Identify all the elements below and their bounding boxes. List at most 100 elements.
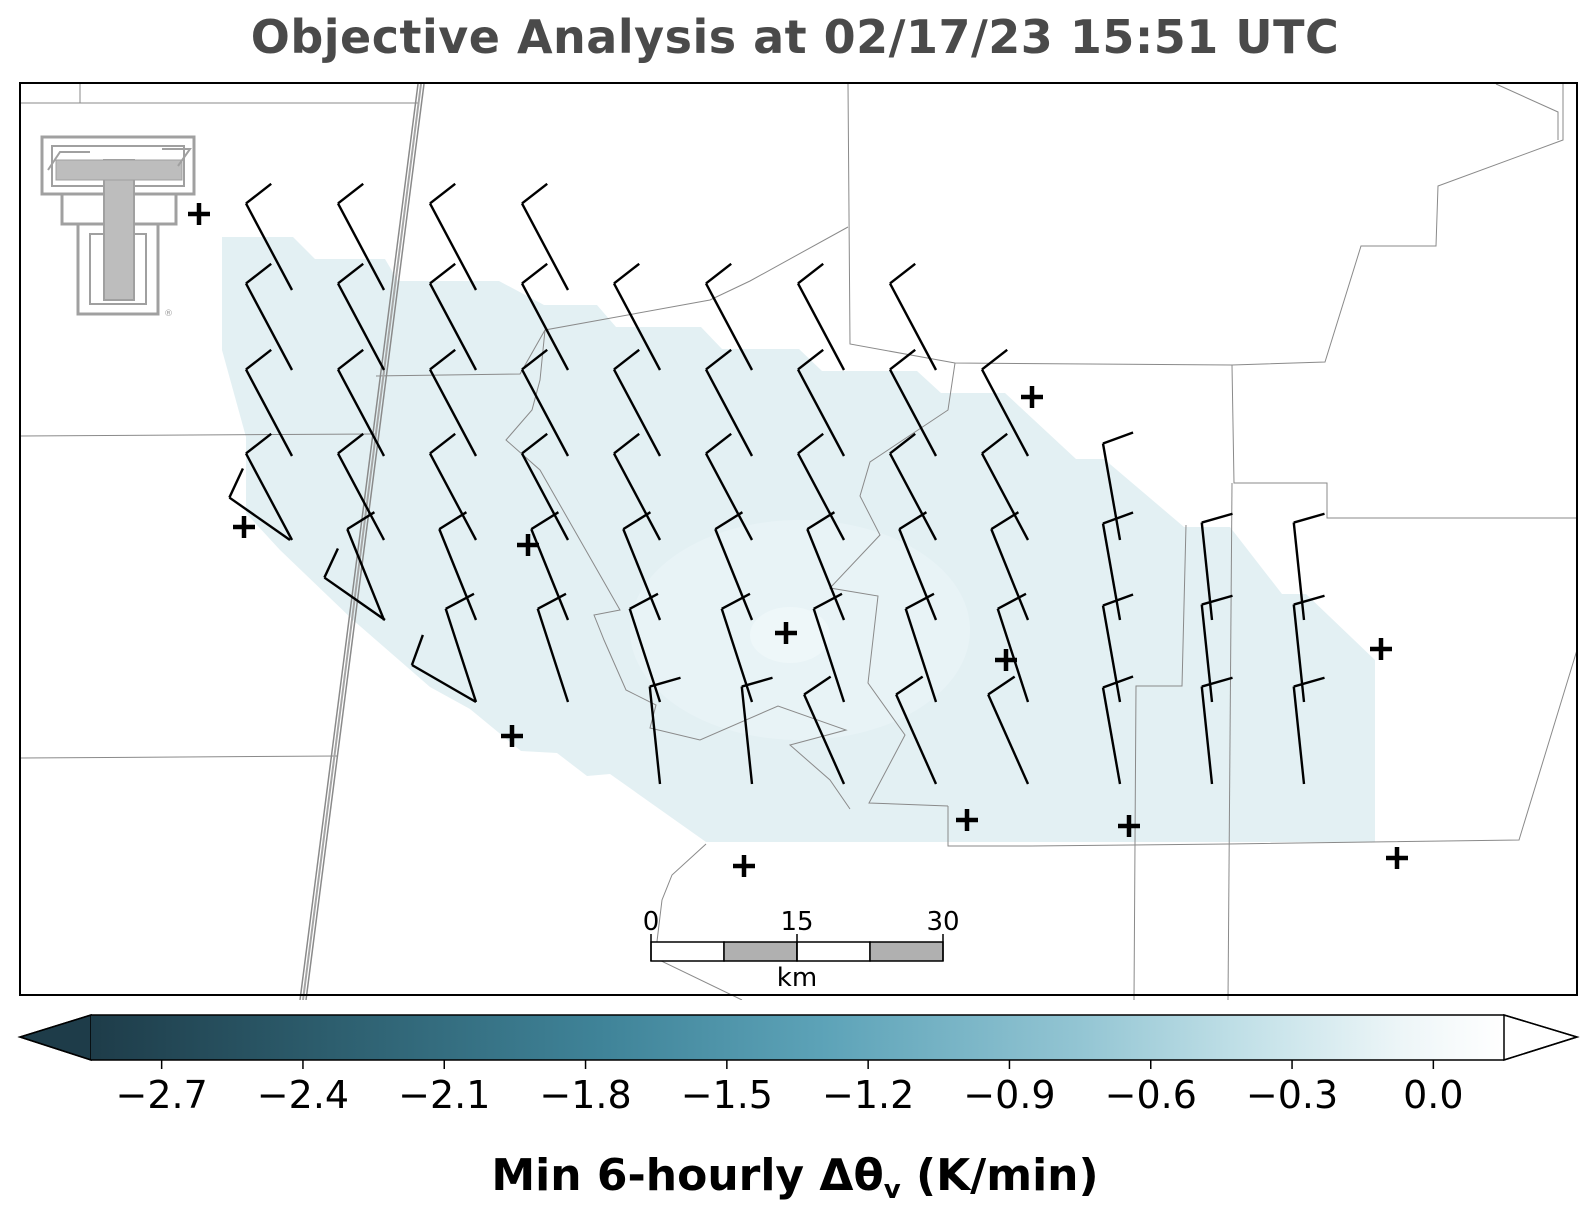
station-plus-marker: [1370, 638, 1392, 660]
wind-barb: [648, 676, 681, 785]
colorbar-tick-label: −2.4: [257, 1073, 349, 1117]
wind-barb: [1292, 676, 1325, 785]
county-line: [828, 362, 956, 807]
scale-unit: km: [777, 963, 817, 993]
wind-barb: [228, 468, 291, 541]
map-title: Objective Analysis at 02/17/23 15:51 UTC: [250, 10, 1340, 64]
colorbar-tick-label: −2.7: [116, 1073, 208, 1117]
colorbar-tick-label: −0.3: [1246, 1073, 1338, 1117]
wind-barb: [410, 634, 477, 704]
wind-barb: [520, 348, 570, 457]
svg-text:®: ®: [164, 309, 173, 319]
station-plus-marker: [501, 725, 523, 747]
wind-barb: [428, 262, 478, 371]
station-plus-marker: [517, 534, 539, 556]
county-line: [947, 649, 1578, 847]
wind-barb: [428, 182, 478, 291]
wind-barb: [244, 182, 294, 291]
colorbar-tick-label: −1.8: [539, 1073, 631, 1117]
wind-barb: [980, 432, 1030, 541]
colorbar-ticks: −2.7 −2.4 −2.1 −1.8 −1.5 −1.2 −0.9 −0.6 −0.3 0.0: [116, 1060, 1464, 1117]
wind-barb: [244, 432, 294, 541]
wind-barb: [996, 592, 1030, 703]
county-line: [654, 843, 743, 1000]
wind-barb: [888, 348, 938, 457]
wind-barb: [612, 432, 662, 541]
county-line: [1227, 482, 1233, 1000]
wind-barb: [898, 511, 938, 621]
wind-barb: [1101, 431, 1134, 541]
station-plus-marker: [733, 855, 755, 877]
county-line: [375, 226, 849, 377]
wind-barb: [336, 348, 386, 457]
analysis-field: [222, 237, 1375, 842]
texas-tech-double-t-logo: ®: [40, 135, 196, 319]
wind-barb: [704, 262, 754, 371]
wind-barb: [612, 262, 662, 371]
wind-barb: [888, 262, 938, 371]
county-boundaries: [19, 83, 1578, 1000]
county-line: [1133, 524, 1187, 1000]
wind-barb: [803, 675, 846, 785]
station-markers: [188, 203, 1408, 877]
wind-barb: [1200, 512, 1233, 621]
wind-barb: [895, 675, 938, 785]
wind-barb: [1200, 676, 1233, 785]
wind-barb: [796, 262, 846, 371]
station-plus-marker: [188, 203, 210, 225]
wind-barb: [740, 676, 773, 785]
county-line: [19, 755, 339, 759]
station-plus-marker: [995, 649, 1017, 671]
wind-barb: [336, 262, 386, 371]
scale-label-15: 15: [780, 907, 813, 937]
wind-barb: [1200, 594, 1233, 703]
colorbar-tick-label: 0.0: [1403, 1073, 1463, 1117]
colorbar-outline: [17, 1014, 1580, 1061]
wind-barbs: [228, 182, 1325, 785]
wind-barb: [536, 592, 570, 703]
county-line: [1495, 83, 1559, 140]
station-plus-marker: [1386, 847, 1408, 869]
wind-barb: [428, 432, 478, 541]
wind-barb: [244, 262, 294, 371]
wind-barb: [520, 182, 570, 291]
colorbar: −2.7 −2.4 −2.1 −1.8 −1.5 −1.2 −0.9 −0.6 −0.3 0.0: [17, 1013, 1580, 1117]
station-plus-marker: [1021, 386, 1043, 408]
wind-barb: [714, 511, 754, 621]
colorbar-extend-min: [17, 1013, 92, 1062]
scale-label-0: 0: [643, 907, 660, 937]
wind-barb: [336, 432, 386, 541]
county-line: [847, 83, 1564, 366]
colorbar-tick-label: −0.9: [963, 1073, 1055, 1117]
wind-barb: [438, 511, 478, 621]
wind-barb: [888, 432, 938, 541]
map-panel: ® 0 15 30 km: [19, 82, 1578, 1000]
wind-barb: [1101, 511, 1134, 621]
wind-barb: [612, 348, 662, 457]
wind-barb: [1101, 593, 1134, 703]
wind-barb: [244, 348, 294, 457]
scale-bar: 0 15 30 km: [643, 907, 960, 993]
wind-barb: [1101, 675, 1134, 785]
wind-barb: [704, 348, 754, 457]
station-plus-marker: [1118, 815, 1140, 837]
colorbar-tick-label: −1.2: [822, 1073, 914, 1117]
state-line: [299, 83, 419, 1000]
wind-barb: [980, 348, 1030, 457]
colorbar-label: Min 6-hourly Δθv (K/min): [0, 1150, 1590, 1205]
wind-barb: [520, 432, 570, 541]
colorbar-tick-label: −1.5: [681, 1073, 773, 1117]
colorbar-tick-label: −0.6: [1105, 1073, 1197, 1117]
station-plus-marker: [956, 809, 978, 831]
colorbar-label-main: Min 6-hourly Δθ: [491, 1150, 884, 1201]
colorbar-label-sub: v: [883, 1175, 901, 1205]
wind-barb: [428, 348, 478, 457]
wind-barb: [812, 592, 846, 703]
station-plus-marker: [233, 516, 255, 538]
county-line: [1231, 364, 1577, 519]
colorbar-extend-max: [1503, 1013, 1580, 1062]
colorbar-tick-label: −2.1: [398, 1073, 490, 1117]
county-line: [19, 433, 377, 437]
wind-barb: [520, 262, 570, 371]
wind-barb: [444, 592, 478, 703]
